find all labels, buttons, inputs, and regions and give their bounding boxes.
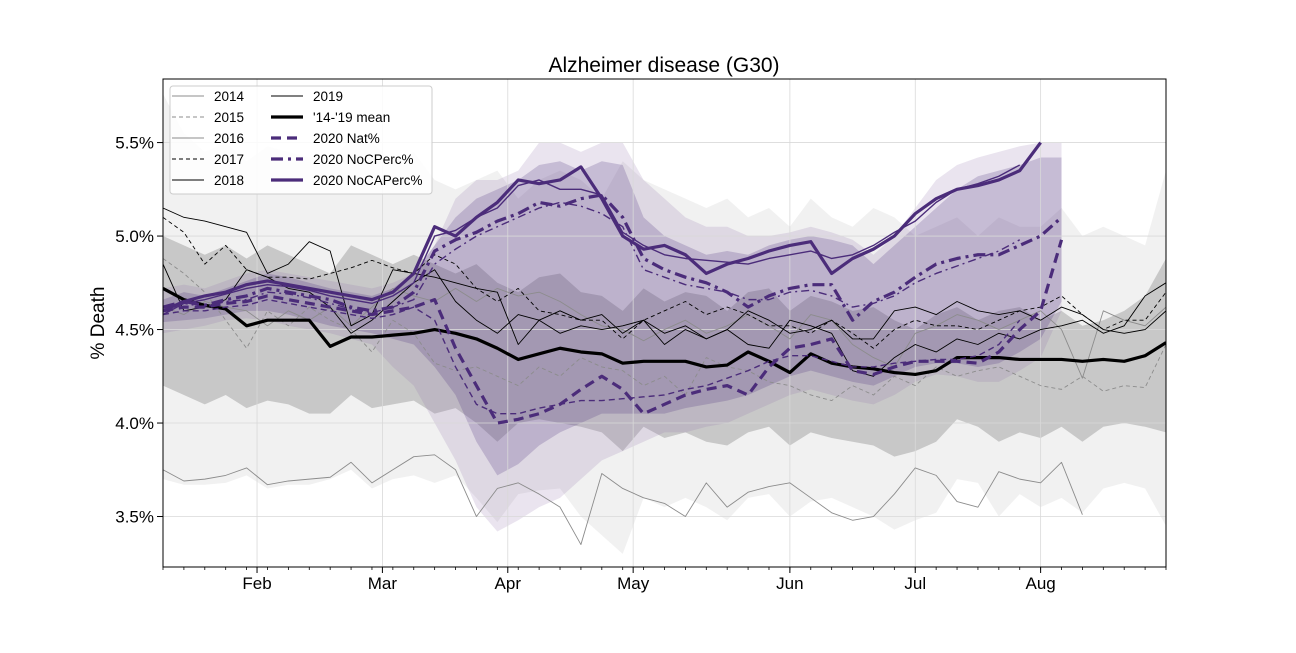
legend-label: 2020 NoCPerc%	[313, 152, 414, 167]
series-line-extra-10	[163, 164, 1021, 316]
x-tick-label: Jul	[904, 574, 926, 593]
y-axis-label: % Death	[88, 287, 109, 360]
legend-label: '14-'19 mean	[313, 110, 390, 125]
y-tick-label: 4.5%	[115, 321, 154, 340]
series-line-2014	[163, 454, 1083, 546]
series-line-2017	[163, 216, 1166, 349]
y-tick-label: 4.0%	[115, 414, 154, 433]
x-tick-label: Jun	[776, 574, 803, 593]
legend-label: 2017	[214, 152, 244, 167]
series-line-2015	[163, 258, 1166, 402]
x-tick-label: Feb	[242, 574, 271, 593]
series-line-extra-11	[163, 201, 1021, 314]
x-tick-label: Apr	[495, 574, 522, 593]
y-tick-label: 5.5%	[115, 134, 154, 153]
chart-title: Alzheimer disease (G30)	[548, 54, 779, 77]
legend-label: 2016	[214, 131, 244, 146]
series-line-extra-12	[163, 298, 1021, 415]
series-line-2020-nocaperc-	[163, 141, 1042, 313]
x-tick-label: May	[617, 574, 650, 593]
x-tick-label: Mar	[368, 574, 398, 593]
x-tick-label: Aug	[1026, 574, 1056, 593]
legend-label: 2015	[214, 110, 244, 125]
legend-label: 2019	[313, 89, 343, 104]
legend-label: 2018	[214, 173, 244, 188]
legend-label: 2020 NoCAPerc%	[313, 173, 423, 188]
y-tick-label: 3.5%	[115, 508, 154, 527]
series-line-2020-nocperc-	[163, 193, 1063, 322]
axes: Feb Mar Apr May Jun Jul Aug 3.5% 4.0% 4.5% 5.0% 5.5…	[115, 78, 1167, 593]
legend: 2014 2015 2016 2017 2018 2019 '14-'19 mean 2020…	[169, 85, 433, 195]
y-tick-label: 5.0%	[115, 227, 154, 246]
legend-label: 2014	[214, 89, 245, 104]
band-inner-purple	[163, 157, 1062, 476]
series-lines	[163, 141, 1166, 546]
legend-label: 2020 Nat%	[313, 131, 380, 146]
band-outer-purple	[163, 142, 1062, 532]
series-line-2018	[163, 207, 1166, 345]
legend-box	[169, 85, 433, 195]
series-line--14-19-mean	[163, 287, 1166, 377]
